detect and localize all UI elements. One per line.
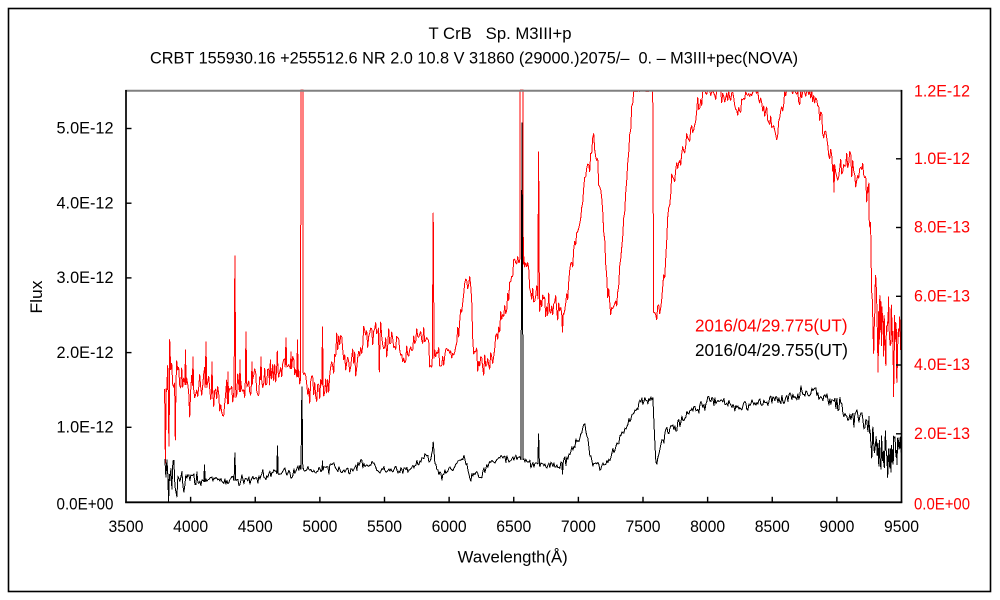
svg-text:7000: 7000 — [561, 518, 596, 536]
svg-text:2.0E-13: 2.0E-13 — [914, 425, 970, 443]
svg-text:4000: 4000 — [173, 518, 208, 536]
svg-text:5000: 5000 — [302, 518, 337, 536]
svg-text:3.0E-12: 3.0E-12 — [57, 269, 114, 287]
svg-text:4.0E-12: 4.0E-12 — [57, 194, 114, 212]
svg-text:Wavelength(Å): Wavelength(Å) — [458, 548, 568, 567]
svg-text:2016/04/29.755(UT): 2016/04/29.755(UT) — [695, 340, 848, 360]
svg-text:Flux: Flux — [28, 280, 46, 314]
svg-text:0.0E+00: 0.0E+00 — [914, 496, 970, 514]
svg-text:2016/04/29.775(UT): 2016/04/29.775(UT) — [695, 316, 848, 336]
svg-text:6500: 6500 — [496, 518, 531, 536]
svg-text:4500: 4500 — [238, 518, 273, 536]
svg-text:9500: 9500 — [884, 518, 919, 536]
svg-text:5.0E-12: 5.0E-12 — [57, 120, 114, 138]
svg-text:2.0E-12: 2.0E-12 — [57, 344, 114, 362]
svg-text:8000: 8000 — [690, 518, 725, 536]
svg-text:3500: 3500 — [109, 518, 144, 536]
svg-text:6000: 6000 — [432, 518, 467, 536]
svg-text:8.0E-13: 8.0E-13 — [914, 219, 970, 237]
svg-text:T CrB Sp. M3III+p: T CrB Sp. M3III+p — [429, 25, 572, 43]
svg-text:4.0E-13: 4.0E-13 — [914, 356, 970, 374]
svg-text:7500: 7500 — [626, 518, 661, 536]
svg-text:1.0E-12: 1.0E-12 — [914, 150, 970, 168]
svg-text:CRBT 155930.16 +255512.6 NR 2.: CRBT 155930.16 +255512.6 NR 2.0 10.8 V 3… — [150, 50, 798, 68]
svg-text:0.0E+00: 0.0E+00 — [57, 496, 114, 514]
svg-text:9000: 9000 — [819, 518, 854, 536]
svg-text:1.2E-12: 1.2E-12 — [914, 83, 970, 101]
svg-text:6.0E-13: 6.0E-13 — [914, 288, 970, 306]
svg-text:5500: 5500 — [367, 518, 402, 536]
svg-text:8500: 8500 — [755, 518, 790, 536]
svg-text:1.0E-12: 1.0E-12 — [57, 419, 114, 437]
